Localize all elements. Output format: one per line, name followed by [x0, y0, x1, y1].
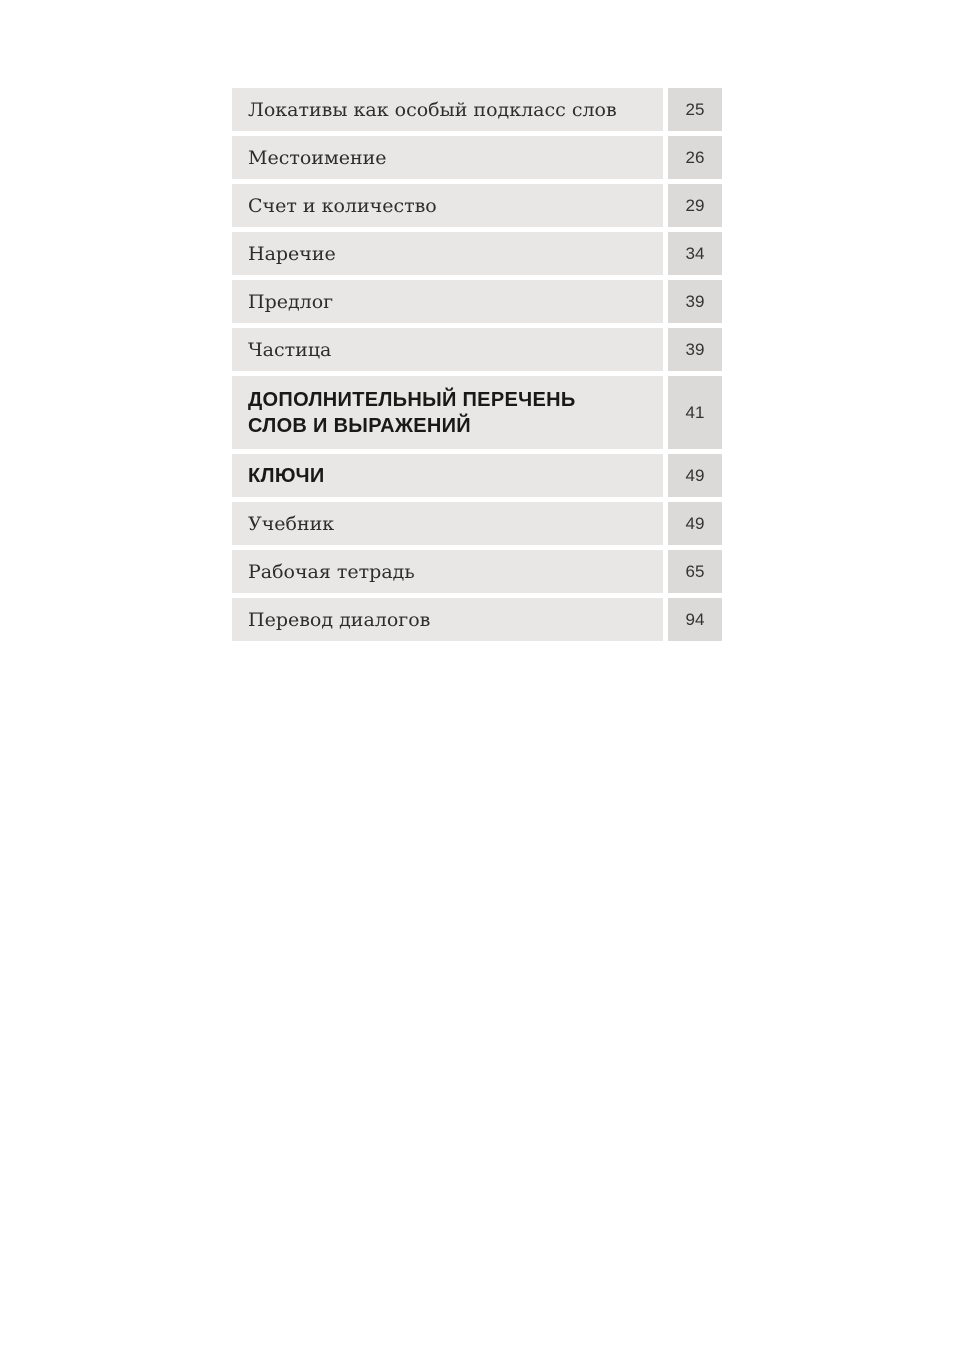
toc-row: Учебник 49	[232, 502, 722, 545]
toc-entry-page-number: 41	[668, 376, 722, 449]
toc-entry-title-line: СЛОВ И ВЫРАЖЕНИЙ	[248, 414, 471, 437]
toc-entry-title: Частица	[232, 328, 663, 371]
toc-entry-page-number: 49	[668, 502, 722, 545]
toc-entry-title: Учебник	[232, 502, 663, 545]
toc-entry-title: ДОПОЛНИТЕЛЬНЫЙ ПЕРЕЧЕНЬ СЛОВ И ВЫРАЖЕНИЙ	[232, 376, 663, 449]
toc-entry-page-number: 25	[668, 88, 722, 131]
toc-entry-title: Счет и количество	[232, 184, 663, 227]
toc-row: Частица 39	[232, 328, 722, 371]
toc-row: Счет и количество 29	[232, 184, 722, 227]
toc-entry-page-number: 94	[668, 598, 722, 641]
toc-entry-title: Перевод диалогов	[232, 598, 663, 641]
toc-row: КЛЮЧИ 49	[232, 454, 722, 497]
toc-entry-page-number: 26	[668, 136, 722, 179]
toc-entry-page-number: 34	[668, 232, 722, 275]
toc-entry-title: Местоимение	[232, 136, 663, 179]
toc-row: Предлог 39	[232, 280, 722, 323]
toc-entry-title-text: ДОПОЛНИТЕЛЬНЫЙ ПЕРЕЧЕНЬ СЛОВ И ВЫРАЖЕНИЙ	[248, 387, 576, 439]
toc-entry-title: КЛЮЧИ	[232, 454, 663, 497]
toc-row: Локативы как особый подкласс слов 25	[232, 88, 722, 131]
toc-row: Перевод диалогов 94	[232, 598, 722, 641]
toc-entry-title: Предлог	[232, 280, 663, 323]
toc-row: Рабочая тетрадь 65	[232, 550, 722, 593]
toc-entry-title: Наречие	[232, 232, 663, 275]
toc-row: Наречие 34	[232, 232, 722, 275]
toc-entry-page-number: 29	[668, 184, 722, 227]
table-of-contents: Локативы как особый подкласс слов 25 Мес…	[232, 88, 722, 646]
toc-entry-title: Локативы как особый подкласс слов	[232, 88, 663, 131]
toc-row: ДОПОЛНИТЕЛЬНЫЙ ПЕРЕЧЕНЬ СЛОВ И ВЫРАЖЕНИЙ …	[232, 376, 722, 449]
toc-entry-page-number: 49	[668, 454, 722, 497]
toc-row: Местоимение 26	[232, 136, 722, 179]
toc-entry-title: Рабочая тетрадь	[232, 550, 663, 593]
toc-entry-page-number: 39	[668, 280, 722, 323]
toc-entry-page-number: 65	[668, 550, 722, 593]
toc-entry-page-number: 39	[668, 328, 722, 371]
toc-entry-title-line: ДОПОЛНИТЕЛЬНЫЙ ПЕРЕЧЕНЬ	[248, 388, 576, 411]
